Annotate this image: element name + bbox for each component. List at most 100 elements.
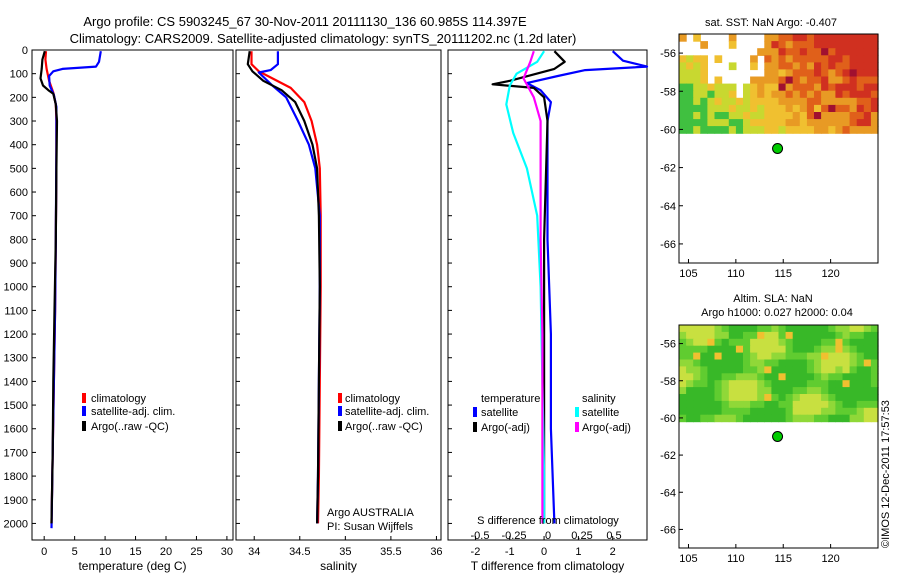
heatmap-cell (792, 62, 801, 71)
legend-swatch (575, 422, 579, 432)
heatmap-cell (814, 338, 822, 347)
heatmap-cell (856, 119, 865, 127)
heatmap-cell (849, 325, 858, 333)
heatmap-cell (792, 414, 801, 423)
heatmap-cell (806, 119, 815, 127)
legend-swatch (82, 393, 86, 403)
heatmap-cell (785, 380, 794, 388)
x-tick-label: 20 (160, 546, 172, 558)
y-tick-label: 1300 (4, 353, 28, 365)
heatmap-cell (870, 366, 879, 374)
heatmap-cell (785, 400, 794, 409)
heatmap-cell (693, 345, 701, 354)
heatmap-cell (757, 373, 765, 381)
heatmap-cell (757, 48, 765, 56)
legend-label: satellite (481, 407, 518, 419)
heatmap-cell (835, 69, 844, 78)
heatmap-cell (757, 83, 765, 92)
heatmap-cell (828, 126, 836, 134)
series-line-0000ff (525, 50, 649, 524)
plot-frame (235, 49, 442, 541)
heatmap-cell (863, 366, 872, 374)
heatmap-cell (700, 69, 708, 78)
heatmap-cell (693, 352, 701, 361)
heatmap-cell (821, 414, 829, 423)
heatmap-cell (799, 112, 808, 120)
heatmap-cell (785, 41, 794, 49)
heatmap-cell (771, 380, 780, 388)
heatmap-cell (870, 387, 879, 395)
heatmap-cell (806, 90, 815, 99)
legend-swatch (82, 421, 86, 431)
heatmap-cell (728, 380, 737, 388)
heatmap-cell (728, 359, 737, 367)
heatmap-cell (842, 373, 851, 381)
heatmap-cell (735, 119, 744, 127)
heatmap-cell (728, 41, 737, 49)
heatmap-cell (757, 90, 765, 99)
heatmap-cell (821, 104, 829, 113)
heatmap-cell (856, 112, 865, 120)
heatmap-cell (856, 104, 865, 113)
heatmap-cell (849, 55, 858, 63)
heatmap-cell (743, 373, 751, 381)
heatmap-cell (750, 359, 758, 367)
heatmap-cell (750, 394, 758, 402)
heatmap-cell (757, 119, 765, 127)
heatmap-cell (721, 400, 730, 409)
heatmap-cell (764, 119, 772, 127)
heatmap-cell (686, 126, 694, 134)
heatmap-cell (835, 345, 844, 354)
heatmap-cell (863, 112, 872, 120)
heatmap-cell (799, 400, 808, 409)
heatmap-cell (721, 112, 730, 120)
heatmap-cell (721, 83, 730, 92)
heatmap-cell (814, 97, 822, 106)
heatmap-cell (821, 338, 829, 347)
heatmap-cell (849, 76, 858, 85)
heatmap-cell (686, 76, 694, 85)
heatmap-cell (764, 69, 772, 78)
heatmap-cell (863, 83, 872, 92)
x-tick-label: 115 (774, 553, 792, 565)
heatmap-cell (785, 325, 794, 333)
heatmap-cell (799, 407, 808, 416)
x-tick-label: 5 (72, 546, 78, 558)
heatmap-cell (863, 325, 872, 333)
heatmap-cell (870, 331, 879, 340)
heatmap-cell (693, 76, 701, 85)
heatmap-cell (686, 62, 694, 71)
heatmap-cell (721, 373, 730, 381)
heatmap-cell (700, 55, 708, 63)
heatmap-cell (828, 352, 836, 361)
heatmap-cell (863, 126, 872, 134)
heatmap-cell (679, 126, 687, 134)
heatmap-cell (764, 104, 772, 113)
heatmap-cell (707, 394, 716, 402)
heatmap-cell (856, 373, 865, 381)
heatmap-cell (814, 41, 822, 49)
heatmap-cell (778, 394, 787, 402)
heatmap-cell (785, 48, 794, 56)
heatmap-cell (743, 359, 751, 367)
heatmap-cell (849, 69, 858, 78)
heatmap-cell (721, 345, 730, 354)
heatmap-cell (778, 83, 787, 92)
heatmap-cell (835, 90, 844, 99)
heatmap-cell (814, 387, 822, 395)
x-tick-label: 120 (821, 268, 839, 280)
heatmap-cell (849, 394, 858, 402)
heatmap-cell (792, 407, 801, 416)
heatmap-cell (757, 359, 765, 367)
heatmap-cell (814, 126, 822, 134)
heatmap-cell (778, 414, 787, 423)
heatmap-cell (856, 69, 865, 78)
heatmap-cell (764, 380, 772, 388)
heatmap-cell (728, 119, 737, 127)
heatmap-cell (721, 119, 730, 127)
heatmap-cell (728, 325, 737, 333)
heatmap-cell (728, 126, 737, 134)
heatmap-cell (728, 366, 737, 374)
heatmap-cell (863, 394, 872, 402)
